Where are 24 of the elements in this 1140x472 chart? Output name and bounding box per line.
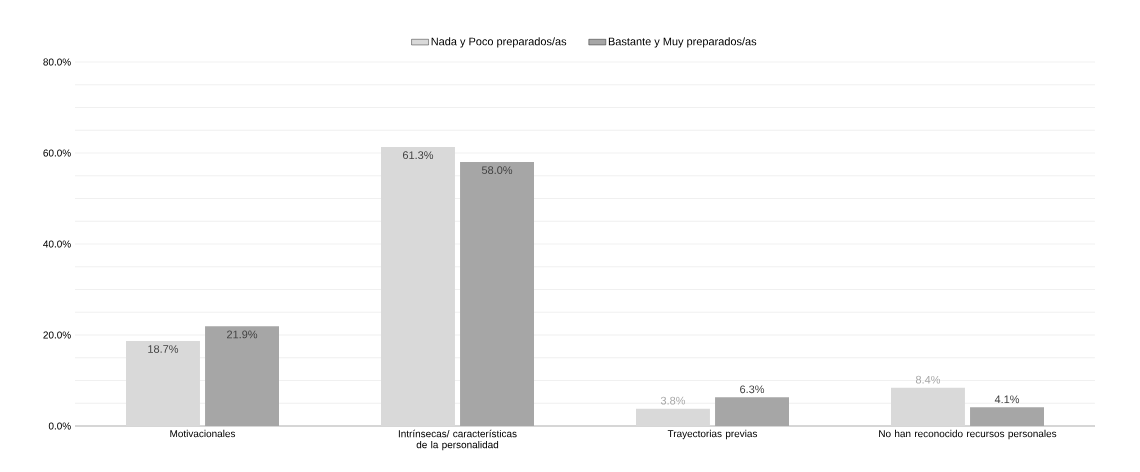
bar xyxy=(460,162,534,426)
x-tick-label: No han reconocido recursos personales xyxy=(879,429,1057,440)
data-label: 61.3% xyxy=(403,151,434,160)
data-label: 8.4% xyxy=(915,375,941,384)
bar xyxy=(715,397,789,426)
bar xyxy=(636,408,710,426)
legend-label: Nada y Poco preparados/as xyxy=(431,37,567,48)
y-tick-label: 60.0% xyxy=(43,149,71,157)
data-label: 6.3% xyxy=(740,385,765,394)
bar xyxy=(205,326,279,426)
y-tick-label: 0.0% xyxy=(48,422,71,430)
x-tick-label: Motivacionales xyxy=(170,429,236,438)
x-tick-label: Intrínsecas/ características de la personalidad xyxy=(398,429,517,451)
data-label: 18.7% xyxy=(148,345,179,353)
data-label: 3.8% xyxy=(660,396,686,405)
data-label: 4.1% xyxy=(994,395,1020,404)
y-tick-label: 80.0% xyxy=(43,58,71,66)
bar xyxy=(970,407,1044,426)
y-tick-label: 20.0% xyxy=(43,331,71,339)
data-label: 21.9% xyxy=(227,330,258,339)
x-tick-label: Trayectorias previas xyxy=(667,429,758,440)
data-label: 58.0% xyxy=(481,166,513,175)
y-tick-label: 40.0% xyxy=(43,240,71,248)
legend-label: Bastante y Muy preparados/as xyxy=(608,37,757,48)
